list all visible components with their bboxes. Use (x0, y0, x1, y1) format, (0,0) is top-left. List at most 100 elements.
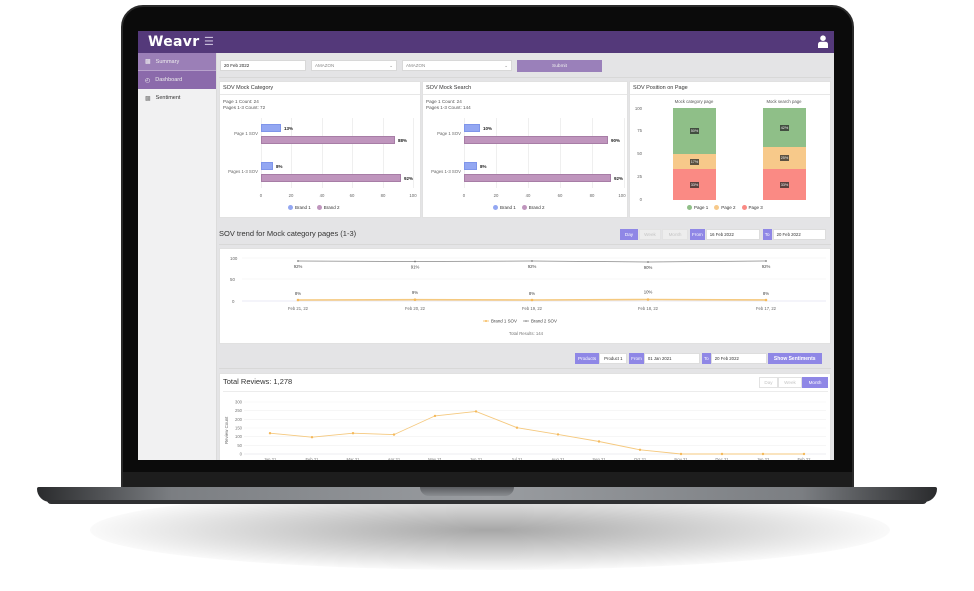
from-date-input[interactable]: 16 Feb 2022 (705, 229, 760, 240)
svg-text:Jan 21: Jan 21 (264, 457, 277, 460)
legend-brand1[interactable]: Brand 1 (288, 205, 311, 211)
legend-brand2[interactable]: Brand 2 (521, 205, 545, 211)
date-value: 20 Feb 2022 (224, 63, 250, 68)
legend-brand1[interactable]: Brand 1 (493, 205, 516, 211)
marketplace-select[interactable]: AMAZON ⌄ (311, 60, 397, 71)
reviews-from-date-input[interactable]: 01 Jan 2021 (643, 353, 700, 364)
marketplace-select-2[interactable]: AMAZON ⌄ (402, 60, 512, 71)
y-axis-label: Pages 1-3 SOV (431, 169, 461, 174)
svg-text:250: 250 (235, 408, 243, 413)
stacked-bar-search[interactable]: 42% 25% 33% (763, 108, 806, 200)
from-label: From (690, 229, 705, 240)
bar-brand2-pages13[interactable] (261, 174, 401, 182)
svg-text:Feb 19, 22: Feb 19, 22 (522, 306, 543, 311)
bar-chart-icon: ▩ (145, 95, 151, 102)
reviews-line-chart: 300 250 200 150 100 50 0 Review Count (224, 400, 826, 460)
sov-trend-card: 100 50 0 92% 91% 92% 90% 92% (219, 248, 831, 344)
x-tick: 40 (319, 193, 325, 198)
svg-text:91%: 91% (411, 265, 420, 270)
reviews-to-date-input[interactable]: 20 Feb 2022 (710, 353, 767, 364)
sidebar: ▩ Summary ◴ Dashboard ▩ Sentiment (138, 53, 217, 460)
x-tick: 20 (288, 193, 294, 198)
legend-page2[interactable]: Page 2 (714, 205, 736, 211)
x-tick: 0 (462, 193, 466, 198)
segment-page3[interactable]: 33% (763, 169, 806, 200)
svg-text:Feb 17, 22: Feb 17, 22 (756, 306, 777, 311)
legend-page3[interactable]: Page 3 (741, 205, 763, 211)
sov-trend-line-chart: 100 50 0 92% 91% 92% 90% 92% (230, 256, 826, 336)
segment-page2[interactable]: 25% (763, 147, 806, 169)
laptop-base-edge (47, 500, 927, 504)
granularity-week-button[interactable]: Week (778, 377, 802, 388)
chart-legend: Brand 1 Brand 2 (288, 205, 340, 211)
svg-text:Jun 21: Jun 21 (470, 457, 483, 460)
stacked-bar-category[interactable]: 50% 17% 33% (673, 108, 716, 200)
bar-brand1-pages13[interactable] (464, 162, 477, 170)
reviews-filter-bar: Products Product 1 From 01 Jan 2021 To 2… (575, 353, 822, 364)
show-sentiments-button[interactable]: Show Sentiments (767, 353, 822, 364)
sidebar-item-dashboard[interactable]: ◴ Dashboard (138, 71, 216, 89)
bar-brand1-page1[interactable] (261, 124, 281, 132)
marketplace-value: AMAZON (315, 63, 335, 68)
svg-text:Oct 21: Oct 21 (634, 457, 647, 460)
svg-text:50: 50 (237, 443, 242, 448)
bar-brand2-page1[interactable] (261, 136, 395, 144)
granularity-day-button[interactable]: Day (620, 229, 638, 240)
bar-brand2-pages13[interactable] (464, 174, 611, 182)
sidebar-item-summary[interactable]: ▩ Summary (138, 53, 216, 71)
bar-label: 8% (480, 164, 487, 169)
circle-icon (687, 205, 692, 211)
bar-brand2-page1[interactable] (464, 136, 608, 144)
x-tick: 60 (349, 193, 355, 198)
products-label: Products (575, 353, 600, 364)
segment-page1[interactable]: 42% (763, 108, 806, 147)
legend-page1[interactable]: Page 1 (687, 205, 708, 211)
y-tick: 100 (634, 106, 642, 111)
user-icon[interactable] (818, 35, 828, 48)
svg-text:92%: 92% (762, 264, 771, 269)
sidebar-item-sentiment[interactable]: ▩ Sentiment (138, 89, 216, 107)
x-tick: 80 (589, 193, 595, 198)
svg-text:Feb 20, 22: Feb 20, 22 (405, 306, 426, 311)
svg-text:Apr 21: Apr 21 (388, 457, 401, 460)
x-tick: 40 (525, 193, 531, 198)
svg-text:9%: 9% (412, 290, 418, 295)
x-tick: 80 (380, 193, 386, 198)
granularity-day-button[interactable]: Day (759, 377, 778, 388)
segment-page3[interactable]: 33% (673, 169, 716, 200)
bar-label: 13% (284, 126, 294, 131)
legend-brand2[interactable]: Brand 2 (316, 205, 340, 211)
granularity-month-button[interactable]: Month (802, 377, 828, 388)
bar-brand1-pages13[interactable] (261, 162, 273, 170)
counts: Page 1 Count: 24 Pages 1-3 Count: 144 (426, 99, 471, 111)
submit-button[interactable]: Submit (517, 60, 602, 72)
chart-legend: Brand 1 Brand 2 (493, 205, 545, 211)
total-reviews-title: Total Reviews: 1,278 (223, 377, 293, 386)
chevron-down-icon: ⌄ (504, 62, 508, 68)
svg-text:Review Count: Review Count (224, 416, 229, 444)
hamburger-icon[interactable]: ☰ (204, 36, 214, 48)
segment-page2[interactable]: 17% (673, 154, 716, 169)
to-date-input[interactable]: 20 Feb 2022 (772, 229, 826, 240)
bar-label: 92% (614, 176, 624, 181)
svg-text:May 21: May 21 (428, 457, 442, 460)
x-tick: 60 (557, 193, 563, 198)
product-select[interactable]: Product 1 (599, 353, 628, 364)
circle-icon (714, 205, 720, 211)
date-input[interactable]: 20 Feb 2022 (220, 60, 306, 71)
svg-text:Feb 21: Feb 21 (305, 457, 319, 460)
app-logo[interactable]: Weavr (148, 34, 200, 50)
column-label: Mock category page (674, 99, 714, 104)
bar-brand1-page1[interactable] (464, 124, 480, 132)
trend-title: SOV trend for Mock category pages (1-3) (219, 229, 357, 238)
y-tick: 0 (639, 197, 642, 202)
trend-controls: Day Week Month From 16 Feb 2022 To 20 Fe… (620, 229, 826, 240)
bar-label: 92% (404, 176, 414, 181)
circle-icon (521, 205, 527, 211)
bar-chart-icon: ▩ (145, 59, 151, 65)
granularity-month-button[interactable]: Month (662, 229, 688, 240)
segment-page1[interactable]: 50% (673, 108, 716, 154)
svg-text:8%: 8% (529, 291, 535, 296)
sov-search-card: SOV Mock Search Page 1 Count: 24 Pages 1… (422, 81, 628, 218)
granularity-week-button[interactable]: Week (639, 229, 661, 240)
